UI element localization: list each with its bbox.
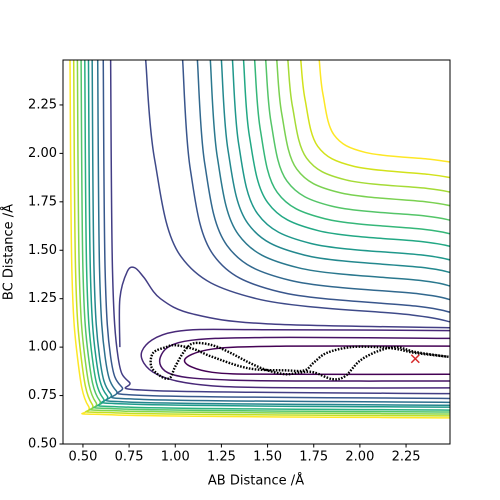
- y-tick-label: 2.25: [28, 97, 57, 112]
- contour-line: [72, 60, 450, 417]
- plot-area: [69, 60, 450, 419]
- contour-line: [253, 60, 450, 235]
- contour-line: [183, 345, 450, 376]
- contour-line: [158, 336, 450, 382]
- contour-line: [242, 60, 450, 248]
- contour-line: [87, 60, 450, 408]
- trajectory: [149, 341, 449, 381]
- contour-line: [96, 60, 450, 404]
- x-axis-label: AB Distance /Å: [208, 473, 304, 489]
- contour-line: [80, 60, 450, 413]
- contour-line: [300, 60, 450, 179]
- x-tick-label: 0.75: [115, 450, 144, 465]
- y-tick-label: 1.50: [28, 243, 57, 258]
- contour-line: [264, 60, 450, 221]
- contour-line: [140, 328, 450, 389]
- contour-line: [144, 60, 450, 323]
- contour-line: [196, 60, 450, 301]
- axes-frame: [62, 59, 451, 445]
- contour-line: [287, 60, 450, 193]
- x-tick-label: 2.00: [345, 450, 374, 465]
- x-tick-label: 2.25: [392, 450, 421, 465]
- contour-line: [318, 60, 450, 163]
- contour-line: [76, 60, 450, 415]
- x-tick-label: 0.50: [68, 450, 97, 465]
- contour-line: [118, 266, 450, 348]
- y-tick-label: 0.50: [28, 437, 57, 452]
- contour-line: [181, 60, 450, 313]
- contour-line: [220, 60, 450, 274]
- y-tick-label: 1.00: [28, 340, 57, 355]
- y-tick-label: 2.00: [28, 146, 57, 161]
- contour-line: [69, 60, 450, 419]
- y-tick-label: 0.75: [28, 388, 57, 403]
- contour-line: [109, 60, 450, 395]
- contour-line: [276, 60, 450, 207]
- contour-line: [209, 60, 450, 287]
- y-tick-label: 1.25: [28, 291, 57, 306]
- end-marker: [410, 354, 420, 364]
- contour-line: [84, 60, 450, 411]
- x-tick-label: 1.50: [253, 450, 282, 465]
- contour-line: [91, 60, 450, 406]
- x-tick-label: 1.75: [299, 450, 328, 465]
- x-tick-label: 1.25: [207, 450, 236, 465]
- x-tick-label: 1.00: [161, 450, 190, 465]
- y-axis-label: BC Distance /Å: [1, 204, 17, 300]
- contour-line: [102, 60, 450, 400]
- contour-line: [231, 60, 450, 261]
- y-tick-label: 1.75: [28, 194, 57, 209]
